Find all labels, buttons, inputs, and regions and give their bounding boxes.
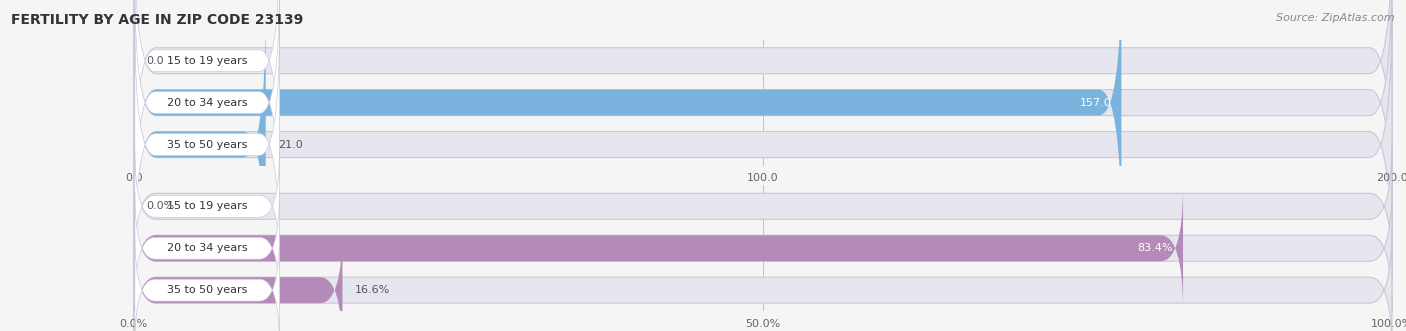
Text: FERTILITY BY AGE IN ZIP CODE 23139: FERTILITY BY AGE IN ZIP CODE 23139 <box>11 13 304 27</box>
FancyBboxPatch shape <box>135 21 280 268</box>
FancyBboxPatch shape <box>134 0 1122 241</box>
Text: Source: ZipAtlas.com: Source: ZipAtlas.com <box>1277 13 1395 23</box>
FancyBboxPatch shape <box>134 7 1392 282</box>
FancyBboxPatch shape <box>135 234 280 331</box>
FancyBboxPatch shape <box>134 228 1392 331</box>
Text: 20 to 34 years: 20 to 34 years <box>167 98 247 108</box>
FancyBboxPatch shape <box>135 0 280 184</box>
Text: 0.0%: 0.0% <box>146 201 174 211</box>
Text: 0.0: 0.0 <box>146 56 163 66</box>
Text: 15 to 19 years: 15 to 19 years <box>167 201 247 211</box>
FancyBboxPatch shape <box>134 7 266 282</box>
FancyBboxPatch shape <box>134 186 1182 311</box>
Text: 35 to 50 years: 35 to 50 years <box>167 140 247 150</box>
FancyBboxPatch shape <box>134 186 1392 311</box>
FancyBboxPatch shape <box>135 0 280 226</box>
FancyBboxPatch shape <box>134 0 1392 199</box>
Text: 157.0: 157.0 <box>1080 98 1111 108</box>
FancyBboxPatch shape <box>134 0 1392 241</box>
FancyBboxPatch shape <box>135 150 280 262</box>
FancyBboxPatch shape <box>135 192 280 305</box>
Text: 83.4%: 83.4% <box>1137 243 1173 253</box>
FancyBboxPatch shape <box>134 228 343 331</box>
FancyBboxPatch shape <box>134 144 1392 269</box>
Text: 20 to 34 years: 20 to 34 years <box>167 243 247 253</box>
Text: 21.0: 21.0 <box>278 140 304 150</box>
Text: 15 to 19 years: 15 to 19 years <box>167 56 247 66</box>
Text: 35 to 50 years: 35 to 50 years <box>167 285 247 295</box>
Text: 16.6%: 16.6% <box>356 285 391 295</box>
